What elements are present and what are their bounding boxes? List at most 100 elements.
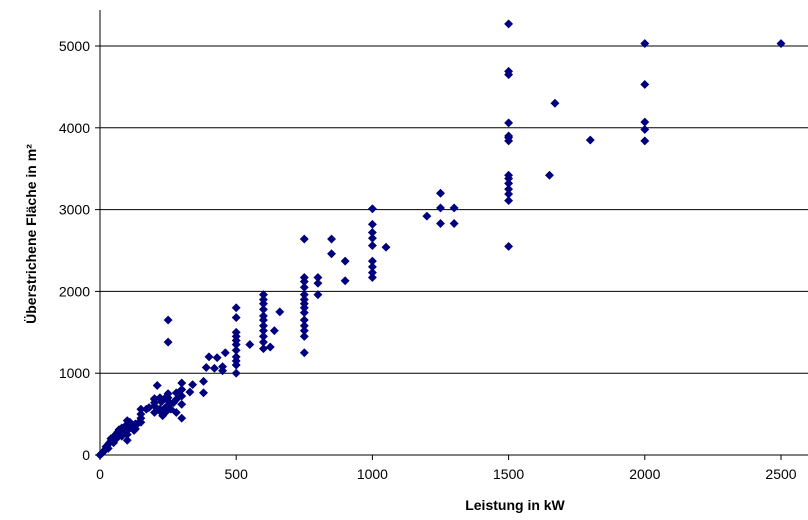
data-point bbox=[504, 118, 514, 128]
data-point bbox=[163, 315, 173, 325]
data-point bbox=[299, 282, 309, 292]
data-point bbox=[177, 378, 187, 388]
data-point bbox=[245, 340, 255, 350]
data-point bbox=[220, 348, 230, 358]
data-point bbox=[299, 290, 309, 300]
data-point bbox=[163, 337, 173, 347]
data-point bbox=[258, 295, 268, 305]
data-point bbox=[177, 399, 187, 409]
data-point bbox=[212, 353, 222, 363]
data-point bbox=[340, 256, 350, 266]
data-point bbox=[204, 352, 214, 362]
data-point bbox=[177, 413, 187, 423]
data-point bbox=[313, 290, 323, 300]
data-point bbox=[367, 233, 377, 243]
data-point bbox=[269, 326, 279, 336]
data-point bbox=[198, 376, 209, 386]
y-axis-title: Überstrichene Fläche in m² bbox=[23, 144, 39, 324]
data-point bbox=[381, 242, 391, 252]
data-point bbox=[185, 387, 195, 397]
y-tick-label: 5000 bbox=[59, 38, 90, 54]
data-point bbox=[265, 342, 275, 352]
data-point bbox=[640, 124, 650, 134]
data-point bbox=[504, 170, 514, 180]
data-point bbox=[504, 66, 514, 76]
data-point bbox=[367, 262, 377, 272]
y-tick-label: 1000 bbox=[59, 365, 90, 381]
data-point bbox=[258, 290, 268, 300]
data-point bbox=[299, 326, 309, 336]
data-points bbox=[95, 19, 786, 460]
data-point bbox=[504, 241, 514, 251]
x-tick-label: 500 bbox=[225, 466, 249, 482]
data-point bbox=[177, 385, 187, 395]
data-point bbox=[258, 326, 268, 336]
data-point bbox=[367, 256, 377, 266]
data-point bbox=[504, 19, 514, 29]
data-point bbox=[449, 218, 459, 229]
data-point bbox=[367, 272, 377, 283]
data-point bbox=[171, 407, 181, 418]
data-point bbox=[209, 363, 219, 373]
y-tick-label: 3000 bbox=[59, 202, 90, 218]
data-point bbox=[198, 388, 209, 398]
data-point bbox=[231, 352, 241, 362]
data-point bbox=[435, 188, 446, 198]
data-point bbox=[231, 368, 241, 378]
data-point bbox=[504, 189, 514, 199]
x-axis-title: Leistung in kW bbox=[465, 497, 565, 513]
data-point bbox=[299, 308, 309, 318]
data-point bbox=[218, 362, 228, 372]
data-point bbox=[435, 218, 446, 229]
data-point bbox=[367, 268, 377, 278]
data-point bbox=[177, 391, 187, 401]
data-point bbox=[449, 203, 459, 213]
data-point bbox=[136, 409, 146, 419]
data-point bbox=[435, 203, 446, 213]
data-point bbox=[163, 389, 173, 399]
data-point bbox=[258, 337, 268, 347]
x-tick-label: 2500 bbox=[765, 466, 796, 482]
data-point bbox=[640, 117, 650, 127]
data-point bbox=[231, 345, 241, 355]
data-point bbox=[231, 313, 241, 323]
y-tick-label: 4000 bbox=[59, 120, 90, 136]
data-point bbox=[504, 178, 514, 188]
data-point bbox=[326, 249, 337, 259]
data-point bbox=[585, 135, 595, 145]
data-point bbox=[299, 272, 309, 283]
data-point bbox=[640, 38, 650, 49]
data-point bbox=[258, 311, 268, 321]
data-point bbox=[299, 295, 309, 305]
data-point bbox=[326, 234, 337, 244]
data-point bbox=[367, 219, 377, 229]
data-point bbox=[544, 170, 555, 180]
data-point bbox=[299, 348, 309, 358]
data-point bbox=[299, 321, 309, 331]
data-point bbox=[152, 380, 162, 391]
data-point bbox=[422, 211, 432, 221]
x-tick-label: 0 bbox=[96, 466, 104, 482]
data-point bbox=[299, 234, 309, 244]
data-point bbox=[367, 227, 377, 238]
data-point bbox=[640, 136, 650, 146]
data-point bbox=[231, 303, 241, 313]
data-point bbox=[231, 327, 241, 337]
data-point bbox=[258, 331, 268, 341]
data-point bbox=[313, 272, 323, 283]
y-tick-labels: 0 1000 2000 3000 4000 5000 bbox=[59, 38, 90, 463]
data-point bbox=[275, 307, 285, 317]
data-point bbox=[504, 131, 514, 141]
data-point bbox=[299, 331, 309, 341]
data-point bbox=[504, 196, 514, 206]
data-point bbox=[367, 241, 377, 251]
data-point bbox=[640, 79, 650, 89]
data-point bbox=[258, 304, 268, 314]
data-point bbox=[313, 278, 323, 288]
data-point bbox=[122, 435, 132, 445]
x-tick-labels: 0 500 1000 1500 2000 2500 bbox=[96, 466, 797, 482]
data-point bbox=[340, 276, 350, 286]
data-point bbox=[550, 98, 560, 108]
data-point bbox=[367, 204, 377, 214]
